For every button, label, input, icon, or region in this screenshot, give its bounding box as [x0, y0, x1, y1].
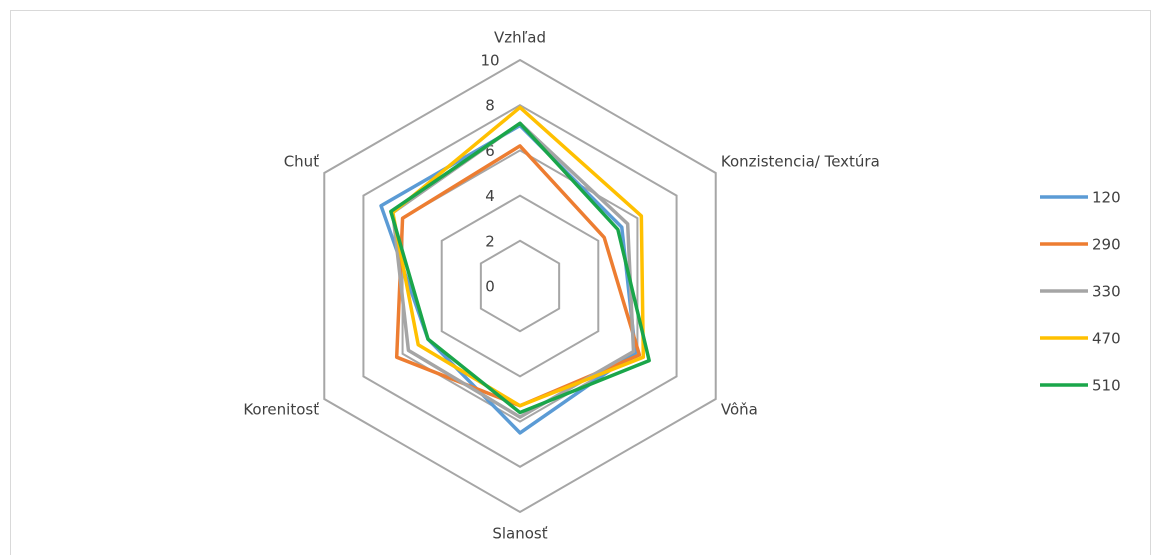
category-label: Konzistencia/ Textúra — [721, 153, 880, 171]
legend-label: 120 — [1092, 189, 1121, 207]
r-tick-label: 10 — [480, 52, 499, 70]
chart-border — [10, 10, 1151, 559]
legend-label: 290 — [1092, 236, 1121, 254]
series-line — [389, 121, 651, 415]
r-tick-label: 4 — [485, 187, 495, 205]
series-line — [379, 123, 638, 435]
grid-ring — [479, 239, 561, 333]
legend-label: 510 — [1092, 377, 1121, 395]
r-tick-label: 0 — [485, 278, 495, 296]
grid-ring — [362, 104, 678, 468]
legend-label: 470 — [1092, 330, 1121, 348]
category-label: Vôňa — [721, 401, 758, 419]
category-label: Vzhľad — [494, 29, 546, 47]
category-label: Chuť — [284, 153, 319, 171]
r-tick-label: 6 — [485, 142, 495, 160]
grid-ring — [323, 58, 717, 514]
r-tick-label: 2 — [485, 232, 495, 250]
legend-label: 330 — [1092, 283, 1121, 301]
r-tick-label: 8 — [485, 97, 495, 115]
category-label: Korenitosť — [243, 401, 319, 419]
category-label: Slanosť — [492, 525, 547, 543]
grid-ring — [440, 194, 600, 378]
